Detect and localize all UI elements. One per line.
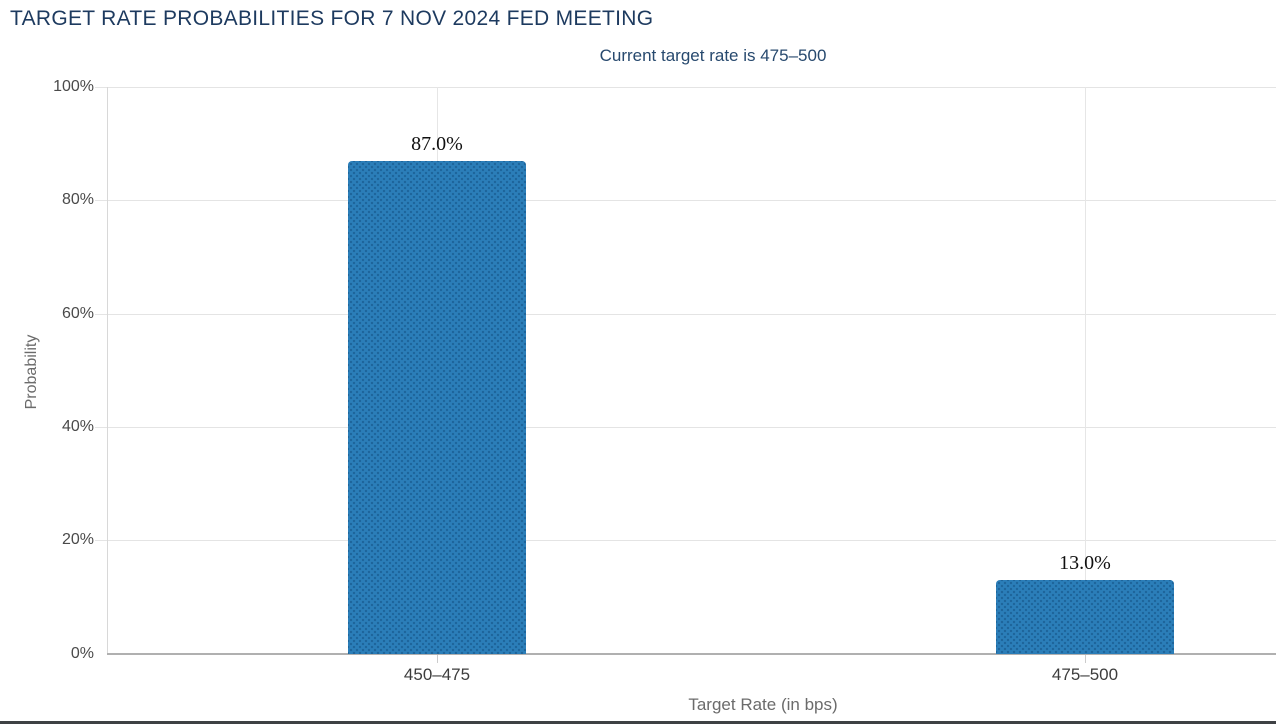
chart-subtitle: Current target rate is 475–500 <box>599 46 827 65</box>
y-tick-label-0: 0% <box>70 645 94 662</box>
y-axis-title: Probability <box>23 334 40 410</box>
x-axis-title: Target Rate (in bps) <box>688 695 838 714</box>
chart-title: TARGET RATE PROBABILITIES FOR 7 NOV 2024… <box>10 7 654 30</box>
footer-divider <box>0 721 1276 724</box>
y-axis-line <box>107 87 108 654</box>
gridline-horizontal-40 <box>95 427 1276 428</box>
y-tick-label-20: 20% <box>61 531 94 548</box>
x-tick-450-475 <box>437 655 438 663</box>
bar-group-450-475: 87.0% <box>348 133 526 654</box>
y-tick-label-60: 60% <box>61 305 94 322</box>
gridline-horizontal-60 <box>95 314 1276 315</box>
x-category-label-475-500: 475–500 <box>1051 665 1119 684</box>
gridline-vertical-475-500 <box>1085 87 1086 654</box>
gridline-horizontal-20 <box>95 540 1276 541</box>
bar-475-500 <box>996 580 1174 654</box>
gridline-horizontal-100 <box>95 87 1276 88</box>
y-tick-label-80: 80% <box>61 191 94 208</box>
y-tick-label-100: 100% <box>53 78 94 95</box>
bar-450-475 <box>348 161 526 654</box>
bar-group-475-500: 13.0% <box>996 552 1174 654</box>
x-axis-line <box>107 653 1276 655</box>
gridline-horizontal-80 <box>95 200 1276 201</box>
x-category-label-450-475: 450–475 <box>403 665 471 684</box>
y-tick-label-40: 40% <box>61 418 94 435</box>
x-tick-475-500 <box>1085 655 1086 663</box>
bar-value-label-475-500: 13.0% <box>1059 552 1111 574</box>
bar-value-label-450-475: 87.0% <box>411 133 463 155</box>
